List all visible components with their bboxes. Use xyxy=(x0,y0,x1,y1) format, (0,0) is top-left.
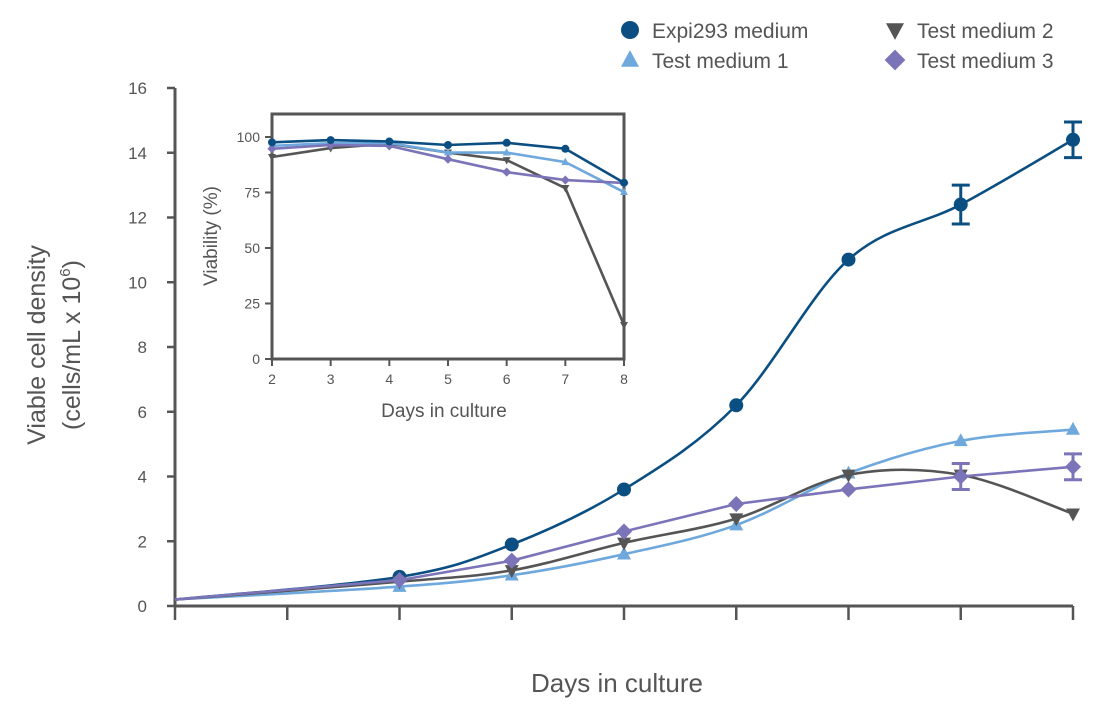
y-tick-label: 2 xyxy=(138,532,147,551)
series-line xyxy=(174,428,1074,601)
series-test-medium-3 xyxy=(174,452,1082,601)
inset-data-point xyxy=(444,140,452,149)
y-tick-label: 12 xyxy=(128,209,147,228)
legend-label: Test medium 2 xyxy=(917,20,1054,43)
inset-data-point xyxy=(267,144,277,154)
inset-data-point xyxy=(502,167,512,177)
inset-data-point xyxy=(502,148,511,156)
inset-data-point xyxy=(561,144,570,153)
legend-marker-diamond-icon xyxy=(884,49,906,71)
inset-data-point xyxy=(268,153,276,162)
inset-viability-chart: 0 25 50 75 100 2 3 4 5 6 7 8 Viability (%) Days in … xyxy=(201,112,629,422)
inset-data-point xyxy=(502,157,511,165)
data-point xyxy=(504,537,519,552)
inset-data-point xyxy=(561,157,570,166)
inset-y-tick-label: 25 xyxy=(244,296,260,312)
data-point xyxy=(1064,458,1082,475)
inset-data-point xyxy=(502,138,511,147)
inset-x-tick-label: 5 xyxy=(444,371,452,387)
series-line xyxy=(174,468,1074,601)
inset-y-tick-label: 100 xyxy=(237,129,261,145)
legend-item: Test medium 3 xyxy=(884,49,1054,73)
inset-data-point xyxy=(444,148,452,156)
data-point xyxy=(391,572,408,589)
legend-label: Test medium 1 xyxy=(652,50,789,73)
inset-x-tick-label: 6 xyxy=(503,371,511,387)
inset-series xyxy=(267,136,629,330)
data-point xyxy=(729,513,744,527)
inset-x-axis-label: Days in culture xyxy=(381,401,507,422)
y-tick-label: 6 xyxy=(138,403,147,422)
inset-x-tick-label: 8 xyxy=(620,371,628,387)
inset-data-point xyxy=(268,138,276,147)
y-axis-label: Viable cell density xyxy=(23,245,51,445)
inset-y-axis-label: Viability (%) xyxy=(201,186,222,286)
inset-data-point xyxy=(560,175,570,185)
legend-label: Test medium 3 xyxy=(917,50,1054,73)
data-point xyxy=(953,433,968,447)
inset-data-point xyxy=(620,322,628,330)
inset-data-point xyxy=(620,178,628,187)
data-point xyxy=(728,495,745,513)
data-point xyxy=(617,482,631,497)
inset-data-point xyxy=(385,137,394,146)
y-tick-label: 14 xyxy=(128,144,147,163)
data-point xyxy=(953,197,968,212)
data-point xyxy=(841,252,856,267)
main-series xyxy=(174,120,1082,601)
legend-marker-triangle-down-icon xyxy=(886,23,904,40)
data-point xyxy=(504,565,519,579)
y-tick-label: 8 xyxy=(138,338,147,357)
series-line xyxy=(174,465,1074,601)
y-tick-label: 10 xyxy=(128,273,147,292)
legend-marker-triangle-up-icon xyxy=(621,50,639,67)
y-axis-label-units: (cells/mL x 106) xyxy=(57,260,86,430)
data-point xyxy=(1066,508,1080,522)
legend: Expi293 medium Test medium 1 Test medium 2… xyxy=(621,20,1054,73)
inset-data-point xyxy=(326,136,335,145)
inset-data-point xyxy=(561,185,570,193)
inset-x-tick-label: 7 xyxy=(561,371,569,387)
inset-data-point xyxy=(620,187,628,196)
inset-y-tick-label: 75 xyxy=(244,185,260,201)
data-point xyxy=(840,481,857,498)
inset-x-tick-label: 2 xyxy=(268,371,276,387)
y-tick-label: 4 xyxy=(138,468,147,487)
inset-series-expi293-medium xyxy=(268,136,628,187)
legend-item: Expi293 medium xyxy=(621,20,808,43)
series-test-medium-1 xyxy=(174,421,1080,601)
inset-y-tick-label: 50 xyxy=(244,240,260,256)
data-point xyxy=(617,546,631,560)
data-point xyxy=(729,398,744,413)
y-tick-label: 0 xyxy=(138,597,147,616)
inset-data-point xyxy=(443,154,453,164)
legend-item: Test medium 2 xyxy=(886,20,1054,43)
inset-y-tick-label: 0 xyxy=(252,351,260,367)
legend-item: Test medium 1 xyxy=(621,50,789,73)
data-point xyxy=(615,523,633,540)
data-point xyxy=(841,469,856,483)
x-axis-label: Days in culture xyxy=(531,668,703,698)
data-point xyxy=(1066,421,1080,435)
inset-x-tick-label: 4 xyxy=(385,371,393,387)
data-point xyxy=(617,537,631,551)
inset-x-tick-label: 3 xyxy=(327,371,335,387)
legend-label: Expi293 medium xyxy=(652,20,808,43)
data-point xyxy=(503,552,520,569)
data-point xyxy=(1066,132,1080,147)
data-point xyxy=(952,468,969,485)
y-tick-label: 16 xyxy=(128,79,147,98)
legend-marker-circle-icon xyxy=(621,21,639,39)
